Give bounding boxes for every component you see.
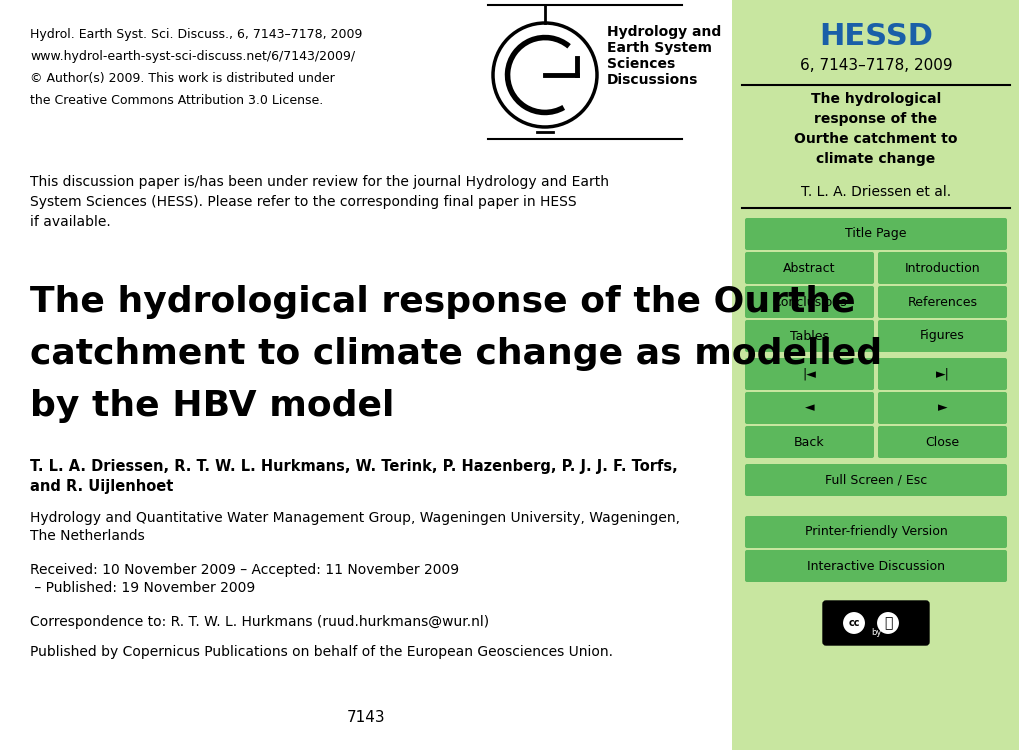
Text: Hydrology and Quantitative Water Management Group, Wageningen University, Wageni: Hydrology and Quantitative Water Managem… xyxy=(30,511,680,525)
Text: Earth System: Earth System xyxy=(606,41,711,55)
Text: Sciences: Sciences xyxy=(606,57,675,71)
FancyBboxPatch shape xyxy=(744,320,873,352)
Text: Received: 10 November 2009 – Accepted: 11 November 2009: Received: 10 November 2009 – Accepted: 1… xyxy=(30,563,459,577)
Text: – Published: 19 November 2009: – Published: 19 November 2009 xyxy=(30,581,255,595)
FancyBboxPatch shape xyxy=(744,286,873,318)
FancyBboxPatch shape xyxy=(877,392,1006,424)
Text: Tables: Tables xyxy=(790,329,828,343)
Circle shape xyxy=(875,611,899,635)
FancyBboxPatch shape xyxy=(877,286,1006,318)
Text: Interactive Discussion: Interactive Discussion xyxy=(806,560,944,572)
Text: catchment to climate change as modelled: catchment to climate change as modelled xyxy=(30,337,881,371)
Circle shape xyxy=(841,611,865,635)
FancyBboxPatch shape xyxy=(877,426,1006,458)
Text: Introduction: Introduction xyxy=(904,262,979,274)
FancyBboxPatch shape xyxy=(744,392,873,424)
Text: Discussions: Discussions xyxy=(606,73,698,87)
Text: Conclusions: Conclusions xyxy=(771,296,846,308)
Bar xyxy=(732,0,1019,750)
Text: Full Screen / Esc: Full Screen / Esc xyxy=(824,473,926,487)
Text: www.hydrol-earth-syst-sci-discuss.net/6/7143/2009/: www.hydrol-earth-syst-sci-discuss.net/6/… xyxy=(30,50,355,63)
Text: HESSD: HESSD xyxy=(818,22,932,51)
FancyBboxPatch shape xyxy=(744,550,1006,582)
Text: T. L. A. Driessen, R. T. W. L. Hurkmans, W. Terink, P. Hazenberg, P. J. J. F. To: T. L. A. Driessen, R. T. W. L. Hurkmans,… xyxy=(30,459,677,474)
FancyBboxPatch shape xyxy=(877,320,1006,352)
Text: This discussion paper is/has been under review for the journal Hydrology and Ear: This discussion paper is/has been under … xyxy=(30,175,608,229)
Text: and R. Uijlenhoet: and R. Uijlenhoet xyxy=(30,479,173,494)
Text: Printer-friendly Version: Printer-friendly Version xyxy=(804,526,947,538)
Text: ►: ► xyxy=(936,401,947,415)
Text: 7143: 7143 xyxy=(346,710,385,725)
Text: The hydrological response of the Ourthe: The hydrological response of the Ourthe xyxy=(30,285,855,319)
Text: ►|: ►| xyxy=(934,368,949,380)
Text: Hydrology and: Hydrology and xyxy=(606,25,720,39)
Text: ◄: ◄ xyxy=(804,401,813,415)
Text: The hydrological
response of the
Ourthe catchment to
climate change: The hydrological response of the Ourthe … xyxy=(794,92,957,166)
FancyBboxPatch shape xyxy=(744,464,1006,496)
Text: © Author(s) 2009. This work is distributed under: © Author(s) 2009. This work is distribut… xyxy=(30,72,334,85)
Text: Back: Back xyxy=(794,436,824,448)
Text: by: by xyxy=(870,628,880,637)
Text: by the HBV model: by the HBV model xyxy=(30,389,394,423)
Text: Title Page: Title Page xyxy=(845,227,906,241)
Text: cc: cc xyxy=(848,618,859,628)
Text: the Creative Commons Attribution 3.0 License.: the Creative Commons Attribution 3.0 Lic… xyxy=(30,94,323,107)
FancyBboxPatch shape xyxy=(744,358,873,390)
FancyBboxPatch shape xyxy=(822,601,928,645)
FancyBboxPatch shape xyxy=(744,516,1006,548)
FancyBboxPatch shape xyxy=(744,252,873,284)
Text: Abstract: Abstract xyxy=(783,262,835,274)
FancyBboxPatch shape xyxy=(744,426,873,458)
Text: 6, 7143–7178, 2009: 6, 7143–7178, 2009 xyxy=(799,58,952,73)
Text: Hydrol. Earth Syst. Sci. Discuss., 6, 7143–7178, 2009: Hydrol. Earth Syst. Sci. Discuss., 6, 71… xyxy=(30,28,362,41)
Text: The Netherlands: The Netherlands xyxy=(30,529,145,543)
Text: Published by Copernicus Publications on behalf of the European Geosciences Union: Published by Copernicus Publications on … xyxy=(30,645,612,659)
Text: Figures: Figures xyxy=(919,329,964,343)
Text: |◄: |◄ xyxy=(802,368,815,380)
Text: Correspondence to: R. T. W. L. Hurkmans (ruud.hurkmans@wur.nl): Correspondence to: R. T. W. L. Hurkmans … xyxy=(30,615,489,629)
FancyBboxPatch shape xyxy=(877,252,1006,284)
Text: ⓘ: ⓘ xyxy=(882,616,892,630)
FancyBboxPatch shape xyxy=(744,218,1006,250)
Text: Close: Close xyxy=(924,436,959,448)
FancyBboxPatch shape xyxy=(877,358,1006,390)
Text: T. L. A. Driessen et al.: T. L. A. Driessen et al. xyxy=(800,185,950,199)
Text: References: References xyxy=(907,296,976,308)
